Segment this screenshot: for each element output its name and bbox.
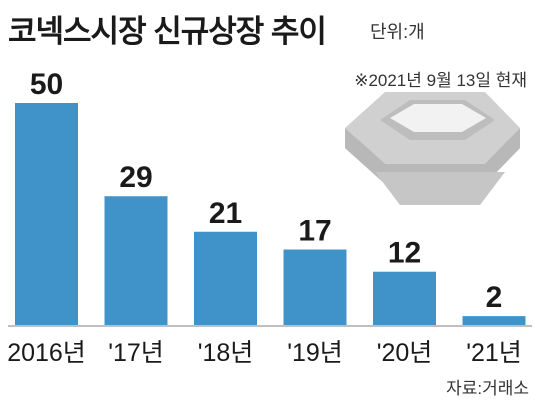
- bar-5: [462, 316, 526, 325]
- bar-2: [194, 231, 257, 325]
- source-label: 자료:거래소: [446, 379, 529, 398]
- bar-value-label-5: 2: [486, 281, 503, 314]
- chart-title: 코넥스시장 신규상장 추이: [8, 14, 327, 49]
- bar-4: [373, 271, 436, 325]
- bar-0: [15, 103, 78, 325]
- category-label-3: '19년: [287, 339, 343, 367]
- category-label-0: 2016년: [7, 339, 86, 367]
- category-label-5: '21년: [466, 339, 522, 367]
- bar-value-label-4: 12: [388, 237, 421, 270]
- date-note: ※2021년 9월 13일 현재: [354, 71, 527, 90]
- bar-value-label-0: 50: [30, 68, 63, 101]
- unit-label: 단위:개: [370, 22, 425, 42]
- podium-illustration: [345, 92, 520, 205]
- category-labels-layer: 2016년 '17년 '18년 '19년 '20년 '21년: [7, 339, 522, 367]
- category-label-2: '18년: [198, 339, 254, 367]
- bar-value-label-3: 17: [298, 215, 331, 248]
- category-label-1: '17년: [108, 339, 164, 367]
- category-label-4: '20년: [377, 339, 433, 367]
- bars-layer: [15, 103, 526, 325]
- bar-3: [283, 249, 347, 325]
- value-labels-layer: 50 29 21 17 12 2: [30, 68, 503, 314]
- bar-value-label-1: 29: [119, 161, 152, 194]
- bar-1: [104, 196, 168, 325]
- bar-value-label-2: 21: [209, 197, 242, 230]
